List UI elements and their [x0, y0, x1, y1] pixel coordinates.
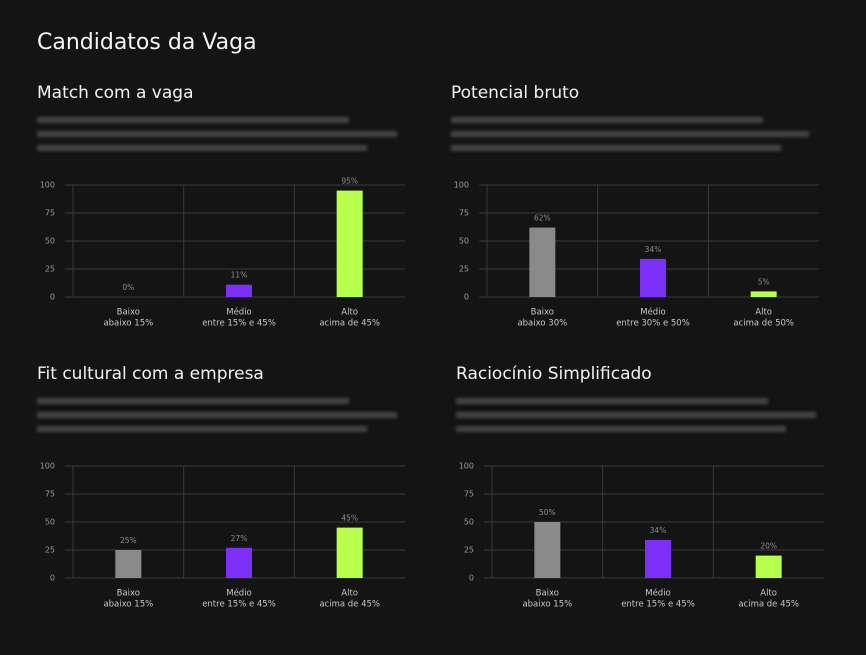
x-tick-sublabel: entre 15% e 45%	[202, 600, 276, 610]
y-tick-label: 100	[40, 462, 55, 471]
redacted-line	[451, 117, 763, 123]
y-tick-label: 75	[459, 209, 469, 218]
value-label: 95%	[341, 177, 358, 186]
x-tick-sublabel: entre 15% e 45%	[621, 600, 695, 610]
bar	[750, 291, 777, 297]
value-label: 34%	[645, 245, 662, 254]
value-label: 0%	[122, 283, 134, 292]
bar	[226, 547, 252, 578]
redacted-text	[37, 117, 816, 432]
y-tick-label: 0	[50, 293, 55, 302]
chart-title: Raciocínio Simplificado	[456, 364, 652, 384]
bar	[336, 527, 363, 578]
bar	[645, 539, 671, 578]
bar	[755, 555, 782, 578]
redacted-line	[37, 117, 349, 123]
redacted-line	[456, 398, 768, 404]
x-tick-label: Alto	[760, 589, 777, 599]
redacted-line	[451, 145, 781, 151]
y-tick-label: 25	[464, 546, 474, 555]
x-tick-label: Baixo	[117, 308, 140, 318]
redacted-line	[456, 412, 816, 418]
y-tick-label: 75	[45, 209, 55, 218]
x-tick-label: Médio	[226, 588, 252, 599]
x-tick-label: Médio	[226, 307, 252, 318]
bar	[226, 284, 252, 297]
chart-title: Match com a vaga	[37, 83, 194, 103]
redacted-line	[37, 145, 367, 151]
x-tick-sublabel: abaixo 30%	[517, 319, 567, 329]
bar	[115, 550, 142, 578]
y-tick-label: 50	[45, 518, 55, 527]
x-tick-label: Baixo	[536, 589, 559, 599]
y-tick-label: 50	[464, 518, 474, 527]
x-tick-label: Alto	[341, 589, 358, 599]
redacted-line	[37, 412, 397, 418]
x-tick-label: Alto	[341, 308, 358, 318]
value-label: 62%	[534, 214, 551, 223]
x-tick-sublabel: acima de 50%	[733, 319, 794, 329]
y-tick-label: 0	[469, 574, 474, 583]
redacted-line	[37, 131, 397, 137]
value-label: 25%	[120, 536, 137, 545]
redacted-line	[37, 426, 367, 432]
y-tick-label: 50	[45, 237, 55, 246]
value-label: 27%	[231, 534, 248, 543]
bar	[529, 227, 556, 297]
x-tick-sublabel: entre 30% e 50%	[616, 319, 690, 329]
y-tick-label: 75	[45, 490, 55, 499]
value-label: 20%	[760, 542, 777, 551]
value-label: 50%	[539, 508, 556, 517]
y-tick-label: 100	[40, 181, 55, 190]
y-tick-label: 75	[464, 490, 474, 499]
x-tick-label: Médio	[640, 307, 666, 318]
chart-title: Potencial bruto	[451, 83, 579, 103]
x-tick-sublabel: abaixo 15%	[103, 319, 153, 329]
y-tick-label: 100	[459, 462, 474, 471]
x-tick-sublabel: abaixo 15%	[522, 600, 572, 610]
x-tick-sublabel: abaixo 15%	[103, 600, 153, 610]
chart-title: Fit cultural com a empresa	[37, 364, 264, 384]
x-tick-label: Alto	[755, 308, 772, 318]
x-tick-sublabel: acima de 45%	[319, 600, 380, 610]
redacted-line	[37, 398, 349, 404]
x-tick-label: Baixo	[117, 589, 140, 599]
y-tick-label: 0	[50, 574, 55, 583]
y-tick-label: 50	[459, 237, 469, 246]
y-tick-label: 0	[464, 293, 469, 302]
x-tick-sublabel: acima de 45%	[319, 319, 380, 329]
y-tick-label: 100	[454, 181, 469, 190]
y-tick-label: 25	[45, 265, 55, 274]
bar	[640, 258, 666, 297]
value-label: 11%	[231, 271, 248, 280]
page-title: Candidatos da Vaga	[37, 30, 257, 55]
y-tick-label: 25	[45, 546, 55, 555]
x-tick-sublabel: acima de 45%	[738, 600, 799, 610]
y-tick-label: 25	[459, 265, 469, 274]
bar	[534, 522, 561, 578]
x-tick-label: Baixo	[531, 308, 554, 318]
value-label: 45%	[341, 514, 358, 523]
redacted-line	[456, 426, 786, 432]
bar	[336, 190, 363, 297]
x-tick-sublabel: entre 15% e 45%	[202, 319, 276, 329]
value-label: 34%	[650, 526, 667, 535]
x-tick-label: Médio	[645, 588, 671, 599]
value-label: 5%	[758, 277, 770, 286]
redacted-line	[451, 131, 809, 137]
